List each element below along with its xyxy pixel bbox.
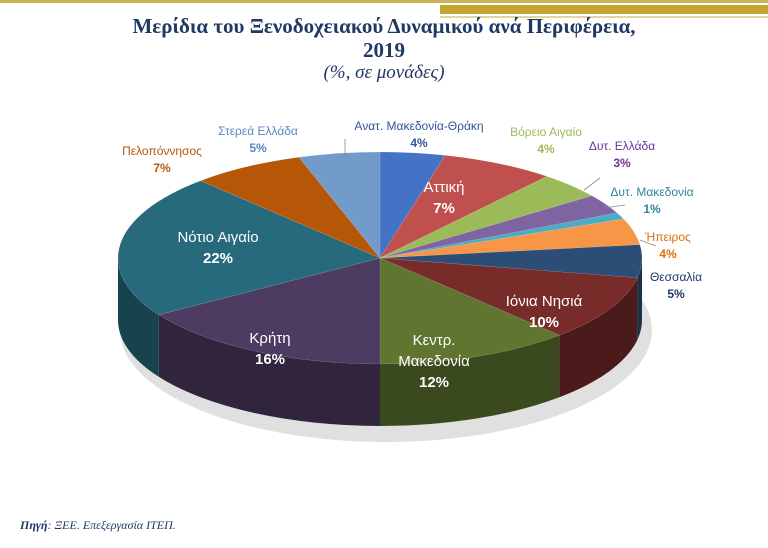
pie-slice-κρήτη <box>158 257 381 365</box>
chart-title-line1: Μερίδια του Ξενοδοχειακού Δυναμικού ανά … <box>132 14 636 38</box>
slice-name-label: Ιόνια Νησιά <box>506 293 583 310</box>
slice-value-label: 4% <box>537 142 555 156</box>
pie-slice-κεντρ-μακεδονία <box>379 257 561 365</box>
pie-slice-ήπειρος <box>379 218 641 259</box>
pie-slice-θεσσαλία <box>379 244 643 279</box>
slice-value-label: 1% <box>643 202 661 216</box>
pie-side-ιόνια-νησιά <box>559 277 638 398</box>
slice-value-label: 7% <box>153 161 171 175</box>
slice-name-label: Αττική <box>423 179 464 196</box>
slice-value-label: 7% <box>433 200 455 217</box>
slice-value-label: 4% <box>659 247 677 261</box>
slice-name-label: Νότιο Αιγαίο <box>177 229 258 246</box>
leader-line <box>583 177 601 191</box>
slice-name-label: Ήπειρος <box>644 230 691 244</box>
leader-line <box>603 204 626 209</box>
pie-slice-αττική <box>379 155 548 259</box>
slice-name-label: Βόρειο Αιγαίο <box>510 125 582 139</box>
slice-name-label: Δυτ. Μακεδονία <box>610 185 693 199</box>
source-label: Πηγή <box>20 518 48 532</box>
slice-value-label: 5% <box>249 141 267 155</box>
pie-side-θεσσαλία <box>637 258 642 340</box>
slice-name-label: Πελοπόννησος <box>122 144 202 158</box>
pie-side-κρήτη <box>158 314 380 426</box>
slice-name-label: Κεντρ. Μακεδονία <box>398 332 470 370</box>
pie-side-νότιο-αιγαίο <box>118 258 159 377</box>
slice-name-label: Δυτ. Ελλάδα <box>589 139 655 153</box>
slice-name-label: Στερεά Ελλάδα <box>218 124 298 138</box>
pie-slice-δυτ-μακεδονία <box>379 212 625 259</box>
slice-value-label: 5% <box>667 287 685 301</box>
header-accent-line <box>440 16 768 18</box>
slice-name-label: Θεσσαλία <box>650 270 702 284</box>
slice-value-label: 12% <box>419 374 449 391</box>
chart-subtitle: (%, σε μονάδες) <box>323 62 445 83</box>
slice-name-label: Ανατ. Μακεδονία-Θράκη <box>354 119 483 133</box>
slice-value-label: 16% <box>255 351 285 368</box>
chart-title: Μερίδια του Ξενοδοχειακού Δυναμικού ανά … <box>0 14 768 62</box>
source-note: Πηγή: ΞΕΕ. Επεξεργασία ΙΤΕΠ. <box>20 518 176 533</box>
pie-slice-ανατ-μακεδονία-θράκη <box>379 151 446 260</box>
header-rule <box>0 0 768 3</box>
pie-slice-στερεά-ελλάδα <box>298 151 381 259</box>
chart-title-line2: 2019 <box>363 38 405 62</box>
source-text: : ΞΕΕ. Επεξεργασία ΙΤΕΠ. <box>47 518 176 532</box>
pie-slice-δυτ-ελλάδα <box>379 195 618 259</box>
slice-value-label: 3% <box>613 156 631 170</box>
pie-slice-πελοπόννησος <box>199 156 381 259</box>
slice-value-label: 22% <box>203 250 233 267</box>
slice-name-label: Κρήτη <box>249 330 290 347</box>
pie-slice-βόρειο-αιγαίο <box>379 176 593 259</box>
slice-value-label: 10% <box>529 314 559 331</box>
slice-value-label: 4% <box>410 136 428 150</box>
leader-line <box>639 239 657 247</box>
pie-slice-ιόνια-νησιά <box>379 257 638 336</box>
pie-side-κεντρ-μακεδονία <box>380 335 560 426</box>
pie-slice-νότιο-αιγαίο <box>117 180 381 316</box>
header-accent-bar <box>440 5 768 14</box>
